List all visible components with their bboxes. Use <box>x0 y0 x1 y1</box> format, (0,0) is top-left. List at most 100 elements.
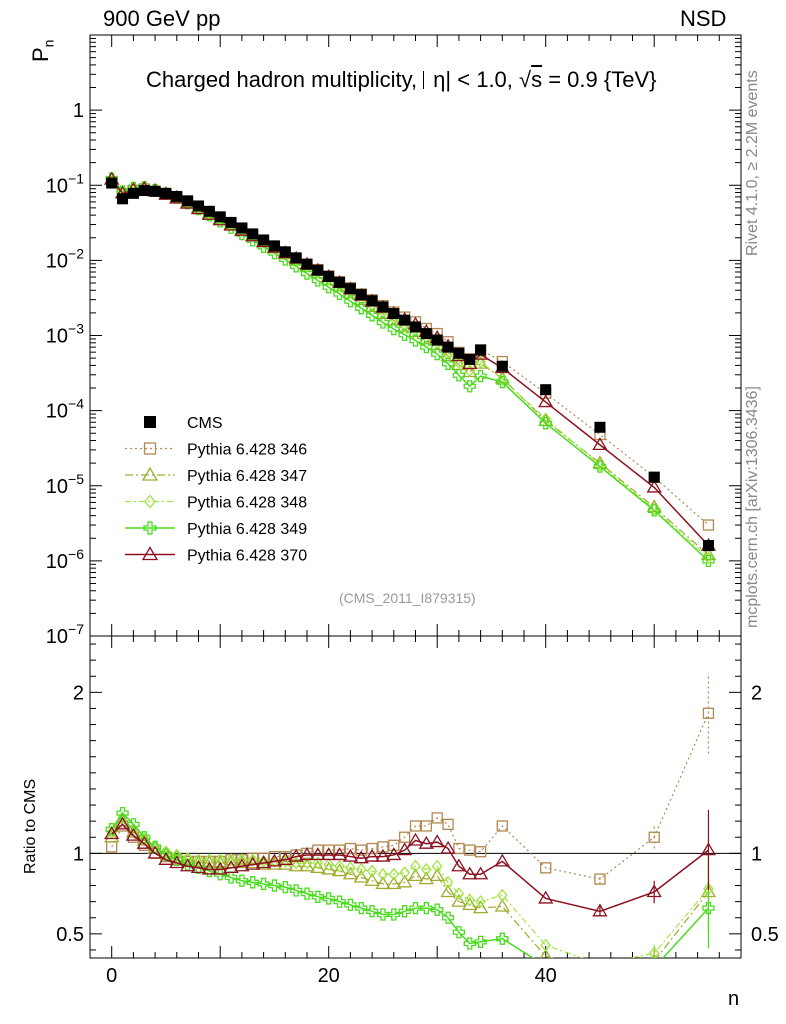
legend-label-347: Pythia 6.428 347 <box>187 468 307 485</box>
ratio-point-347 <box>472 900 489 914</box>
ratio-point-349 <box>224 871 238 884</box>
rivet-side-label: Rivet 4.1.0, ≥ 2.2M events <box>744 70 761 256</box>
main-point-cms <box>160 187 172 199</box>
ratio-point-370 <box>277 852 293 865</box>
ratio-point-370 <box>169 855 185 869</box>
main-ytick-label: 10−6 <box>46 546 84 573</box>
ratio-point-347 <box>386 876 402 890</box>
ratio-series-group <box>104 673 717 984</box>
main-point-cms <box>355 289 367 301</box>
ratio-point-370 <box>397 842 413 856</box>
legend-marker-346 <box>143 442 157 455</box>
ratio-point-348 <box>388 867 400 881</box>
ratio-point-347 <box>593 964 606 975</box>
ratio-point-347 <box>310 860 326 873</box>
main-point-349 <box>289 260 303 273</box>
ratio-point-347 <box>375 876 391 890</box>
ratio-point-348 <box>599 957 601 958</box>
ratio-point-348 <box>464 893 476 907</box>
ratio-point-349 <box>105 823 118 836</box>
ratio-point-349 <box>127 818 140 831</box>
ratio-point-349 <box>268 879 281 892</box>
main-point-cms <box>475 344 487 356</box>
ratio-point-348 <box>301 856 313 870</box>
ratio-point-370 <box>125 827 142 841</box>
ratio-point-346 <box>453 842 465 855</box>
ratio-point-347 <box>353 869 369 883</box>
ratio-point-349 <box>289 884 303 897</box>
main-point-349 <box>409 334 422 347</box>
main-point-370 <box>592 437 608 451</box>
main-point-348 <box>540 412 552 426</box>
ratio-point-370 <box>418 835 434 849</box>
ratio-point-346 <box>464 844 476 856</box>
ratio-point-346 <box>474 846 487 858</box>
main-point-349 <box>387 322 400 336</box>
legend-label-349: Pythia 6.428 349 <box>187 521 307 538</box>
main-point-cms <box>312 264 324 276</box>
ratio-point-348 <box>182 851 193 865</box>
ratio-point-370 <box>321 847 337 861</box>
ratio-point-348 <box>366 864 378 878</box>
main-point-cms <box>203 205 215 217</box>
main-point-349 <box>496 375 509 389</box>
ratio-point-347 <box>440 884 456 898</box>
ratio-point-346 <box>594 873 606 885</box>
main-ytick-label: 10−2 <box>46 245 84 272</box>
main-point-cms <box>117 193 129 205</box>
main-point-348 <box>594 458 606 472</box>
ratio-point-349 <box>649 962 660 973</box>
ratio-point-348 <box>323 858 335 872</box>
main-point-cms <box>399 314 411 326</box>
ratio-point-370 <box>472 866 489 880</box>
main-point-349 <box>463 380 476 393</box>
ratio-point-370 <box>255 855 272 869</box>
ratio-point-347 <box>321 861 337 875</box>
ratio-point-370 <box>266 853 283 867</box>
main-point-cms <box>388 308 400 320</box>
main-point-349 <box>365 309 379 322</box>
ratio-point-349 <box>279 881 292 894</box>
x-tick-label: 20 <box>318 965 340 987</box>
ratio-point-349 <box>594 973 605 984</box>
legend-marker-347 <box>141 466 159 481</box>
ratio-point-348 <box>648 946 660 958</box>
ratio-point-349 <box>420 901 433 915</box>
main-point-cms <box>138 185 150 197</box>
main-ytick-label: 10−4 <box>46 396 84 423</box>
ratio-point-348 <box>540 938 552 952</box>
main-series-group <box>104 171 717 568</box>
ratio-point-370 <box>245 856 261 870</box>
main-point-349 <box>702 554 715 568</box>
main-point-349 <box>648 504 661 517</box>
ratio-point-348 <box>475 895 486 909</box>
ratio-point-349 <box>257 877 270 891</box>
x-tick-label: 40 <box>535 965 557 987</box>
main-point-349 <box>441 357 455 370</box>
main-point-348 <box>496 372 508 386</box>
main-point-cms <box>496 360 508 372</box>
ratio-point-346 <box>496 820 508 832</box>
main-y-axis-label: Pn <box>28 39 57 62</box>
main-point-cms <box>247 228 259 240</box>
main-point-cms <box>236 222 248 234</box>
legend-label-370: Pythia 6.428 370 <box>187 548 307 565</box>
main-point-349 <box>355 302 368 315</box>
main-point-cms <box>410 321 421 333</box>
main-point-349 <box>452 369 466 382</box>
ratio-point-348 <box>225 853 237 867</box>
ratio-point-370 <box>180 858 196 872</box>
ratio-point-370 <box>114 816 131 830</box>
main-series-line-370 <box>111 178 709 547</box>
main-point-cms <box>648 471 660 483</box>
ratio-point-349 <box>365 905 379 918</box>
main-point-cms <box>702 540 714 552</box>
ratio-point-349 <box>387 908 400 921</box>
main-ytick-label: 1 <box>73 100 84 122</box>
main-point-cms <box>344 283 356 295</box>
main-point-349 <box>474 369 487 383</box>
main-point-349 <box>344 295 357 308</box>
ratio-point-349 <box>355 901 368 915</box>
main-point-cms <box>106 177 118 189</box>
